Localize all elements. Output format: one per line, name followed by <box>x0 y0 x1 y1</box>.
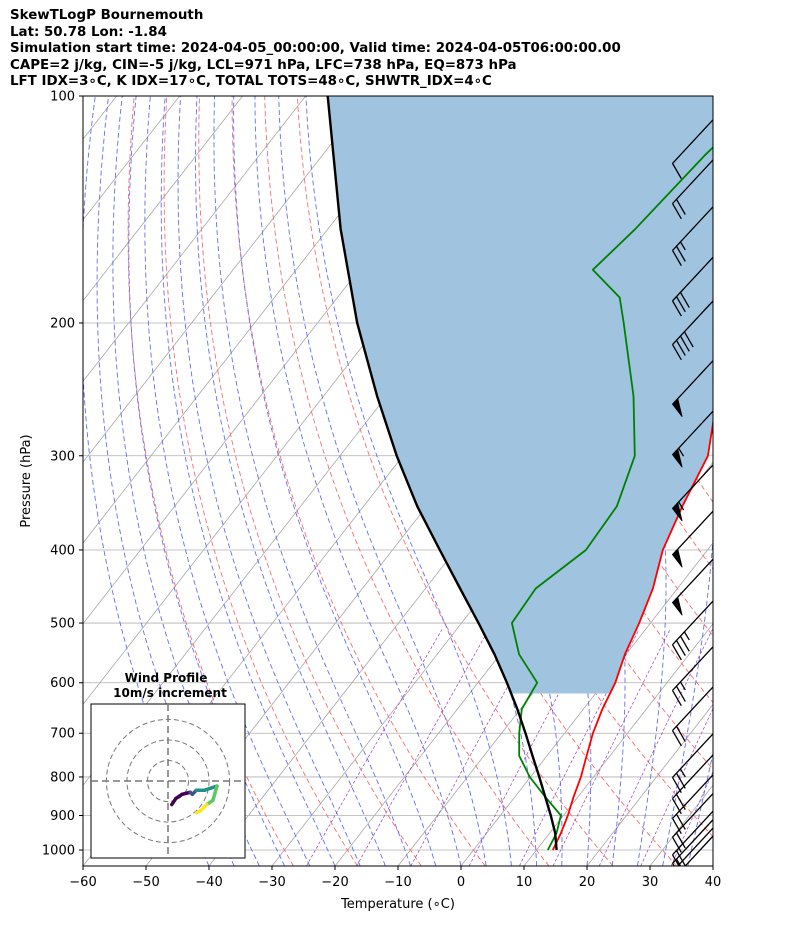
dewpoint-line <box>511 146 713 851</box>
title-station: SkewTLogP Bournemouth <box>10 8 204 23</box>
wind-barb <box>671 754 713 815</box>
dry-adiabat <box>198 96 422 866</box>
temperature-line <box>551 417 713 851</box>
y-tick-label: 700 <box>50 727 75 742</box>
title-indices: LFT IDX=3∘C, K IDX=17∘C, TOTAL TOTS=48∘C… <box>10 74 492 89</box>
wind-barbs <box>671 119 713 866</box>
moist-adiabat <box>128 96 286 866</box>
y-tick-label: 800 <box>50 770 75 785</box>
moist-adiabat <box>254 96 462 866</box>
wind-barb <box>671 600 713 661</box>
dry-adiabat <box>163 96 358 866</box>
hodograph-subtitle: 10m/s increment <box>113 686 227 700</box>
isotherm-line <box>586 703 713 866</box>
isotherm-line <box>83 96 306 383</box>
mixing-ratio-line <box>670 770 713 866</box>
title-latlon: Lat: 50.78 Lon: -1.84 <box>10 24 167 40</box>
wind-barb <box>671 646 713 706</box>
y-tick-label: 300 <box>50 449 75 464</box>
cape-area <box>327 96 713 694</box>
x-tick-label: −50 <box>132 875 159 890</box>
x-tick-label: 30 <box>642 875 659 890</box>
x-tick-label: −30 <box>258 875 285 890</box>
parcel-line <box>326 96 558 851</box>
moist-adiabat <box>195 96 386 866</box>
title-times: Simulation start time: 2024-04-05_00:00:… <box>10 41 621 56</box>
x-tick-label: −10 <box>384 875 411 890</box>
moist-adiabat <box>233 96 437 866</box>
mixing-ratio-line <box>306 629 443 866</box>
isotherm-line <box>83 96 369 463</box>
wind-barb <box>671 733 713 793</box>
hodograph-trace-segment <box>194 808 203 815</box>
y-tick-label: 200 <box>50 316 75 331</box>
x-tick-label: 40 <box>705 875 722 890</box>
y-tick-label: 600 <box>50 676 75 691</box>
y-tick-label: 100 <box>50 90 75 105</box>
y-tick-label: 500 <box>50 617 75 632</box>
moist-adiabat <box>213 96 412 866</box>
y-tick-label: 1000 <box>42 844 75 859</box>
dry-adiabat <box>787 96 794 866</box>
x-tick-label: −60 <box>69 875 96 890</box>
x-tick-label: −40 <box>195 875 222 890</box>
wind-barb <box>684 835 713 866</box>
y-axis-label: Pressure (hPa) <box>19 434 34 527</box>
mixing-ratio-line <box>410 629 540 866</box>
wind-barb <box>671 256 713 317</box>
wind-barb <box>671 686 713 747</box>
dry-adiabat <box>127 96 294 866</box>
mixing-ratio-line <box>356 629 490 866</box>
hodograph-trace-segment <box>211 784 219 803</box>
mixing-ratio-line <box>552 629 671 866</box>
isotherm-line <box>460 542 713 866</box>
axis-ticks: −60 −50 −40 −30 −20 −10 0 10 20 30 40 100 200 300 400 5… <box>42 90 721 891</box>
y-tick-label: 900 <box>50 809 75 824</box>
moist-adiabat <box>712 864 713 866</box>
moist-adiabat <box>160 96 336 866</box>
wind-barb <box>671 119 713 179</box>
mixing-ratio-line <box>640 707 713 866</box>
hodograph-title: Wind Profile <box>125 671 208 685</box>
wind-barb <box>671 206 713 266</box>
x-tick-label: 10 <box>516 875 533 890</box>
y-tick-label: 400 <box>50 543 75 558</box>
moist-adiabat <box>738 89 794 866</box>
x-tick-label: 20 <box>579 875 596 890</box>
x-axis-label: Temperature (∘C) <box>340 897 455 912</box>
wind-barb <box>671 410 713 468</box>
wind-barb <box>671 300 713 361</box>
wind-barb <box>671 464 713 522</box>
isotherm-line <box>83 96 432 544</box>
wind-barb <box>671 510 713 568</box>
dry-adiabat <box>264 96 550 866</box>
dry-adiabat <box>754 96 794 866</box>
wind-barb <box>671 558 713 616</box>
isotherm-line <box>83 96 243 302</box>
isotherm-line <box>523 623 713 866</box>
cape-fill <box>327 96 713 694</box>
x-tick-label: 0 <box>457 875 465 890</box>
isotherm-line <box>712 865 713 866</box>
dry-adiabat <box>296 96 614 866</box>
wind-barb <box>671 159 713 220</box>
moist-adiabat <box>278 96 487 866</box>
title-cape: CAPE=2 j/kg, CIN=-5 j/kg, LCL=971 hPa, L… <box>10 57 517 73</box>
hodograph-inset: Wind Profile 10m/s increment <box>90 671 246 859</box>
moist-adiabat <box>144 96 311 866</box>
x-tick-label: −20 <box>321 875 348 890</box>
dry-adiabat <box>722 96 794 866</box>
moist-adiabat <box>305 96 512 866</box>
wind-barb <box>671 360 713 418</box>
mixing-ratio-line <box>598 629 713 866</box>
series-layer <box>326 96 713 851</box>
